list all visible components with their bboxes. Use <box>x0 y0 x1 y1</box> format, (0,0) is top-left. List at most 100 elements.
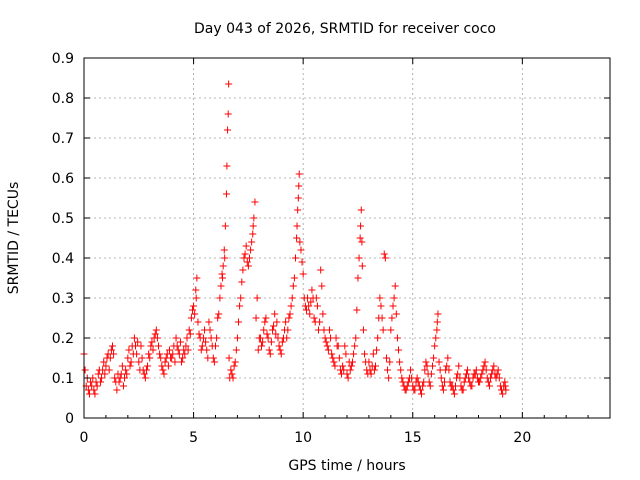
data-point <box>188 306 196 314</box>
data-point <box>319 310 327 318</box>
data-point <box>274 334 282 342</box>
data-point <box>217 282 225 290</box>
data-point <box>438 382 446 390</box>
data-point <box>369 350 377 358</box>
data-point <box>357 206 365 214</box>
data-point <box>300 294 308 302</box>
data-point <box>323 342 331 350</box>
y-tick-label: 0.1 <box>52 371 74 387</box>
data-point <box>101 370 109 378</box>
data-point <box>430 354 438 362</box>
data-point <box>407 366 415 374</box>
data-point <box>112 378 120 386</box>
data-point <box>351 342 359 350</box>
data-point <box>357 222 365 230</box>
data-point <box>81 366 89 374</box>
data-point <box>144 362 152 370</box>
data-point <box>489 366 497 374</box>
data-point <box>341 342 349 350</box>
data-point <box>310 314 318 322</box>
data-point <box>291 254 299 262</box>
data-point <box>233 334 241 342</box>
data-point <box>286 310 294 318</box>
data-point <box>275 342 283 350</box>
data-point <box>456 374 464 382</box>
data-point <box>250 214 258 222</box>
data-point <box>362 358 370 366</box>
data-point <box>358 238 366 246</box>
data-point <box>297 246 305 254</box>
data-point <box>340 366 348 374</box>
data-point <box>184 346 192 354</box>
data-point <box>423 362 431 370</box>
data-point <box>490 362 498 370</box>
grid-lines <box>84 58 610 418</box>
data-point <box>376 294 384 302</box>
data-point <box>226 374 234 382</box>
data-point <box>414 378 422 386</box>
data-point <box>223 162 231 170</box>
data-point <box>138 354 146 362</box>
y-tick-label: 0.9 <box>52 51 74 67</box>
data-point <box>398 374 406 382</box>
data-point <box>153 334 161 342</box>
data-point <box>364 370 372 378</box>
data-point <box>224 126 232 134</box>
data-point <box>384 366 392 374</box>
x-tick-label: 10 <box>294 430 312 446</box>
data-point <box>295 182 303 190</box>
data-point <box>455 362 463 370</box>
data-point <box>90 386 98 394</box>
y-tick-label: 0.4 <box>52 251 74 267</box>
data-point <box>348 358 356 366</box>
data-point <box>307 298 315 306</box>
data-point <box>270 322 278 330</box>
plot-frame <box>83 57 611 419</box>
data-point <box>322 338 330 346</box>
data-point <box>237 294 245 302</box>
data-point <box>435 358 443 366</box>
data-point <box>159 366 167 374</box>
data-point <box>403 382 411 390</box>
data-point <box>132 342 140 350</box>
data-point <box>124 354 132 362</box>
data-point <box>444 354 452 362</box>
data-point <box>426 382 434 390</box>
data-point <box>271 310 279 318</box>
data-point <box>148 338 156 346</box>
data-point <box>121 374 129 382</box>
data-point <box>309 294 317 302</box>
data-point <box>493 370 501 378</box>
y-tick-label: 0.6 <box>52 171 74 187</box>
data-point <box>122 366 130 374</box>
data-point <box>288 294 296 302</box>
x-tick-label: 0 <box>80 430 89 446</box>
data-point <box>227 366 235 374</box>
data-point <box>179 354 187 362</box>
data-point <box>460 378 468 386</box>
data-point <box>220 246 228 254</box>
data-point <box>387 326 395 334</box>
data-point <box>498 386 506 394</box>
data-point <box>231 358 239 366</box>
data-point <box>437 374 445 382</box>
data-point <box>158 362 166 370</box>
data-point <box>295 170 303 178</box>
y-tick-label: 0.2 <box>52 331 74 347</box>
data-point <box>347 362 355 370</box>
data-point <box>125 346 133 354</box>
data-point <box>199 334 207 342</box>
data-point <box>225 354 233 362</box>
data-point <box>130 334 138 342</box>
data-point <box>501 382 509 390</box>
x-axis-label: GPS time / hours <box>288 458 405 474</box>
data-point <box>185 326 193 334</box>
data-point <box>298 258 306 266</box>
data-point <box>225 80 233 88</box>
data-point <box>344 374 352 382</box>
data-point <box>98 374 106 382</box>
data-point <box>393 334 401 342</box>
data-point <box>204 354 212 362</box>
data-point <box>219 274 227 282</box>
